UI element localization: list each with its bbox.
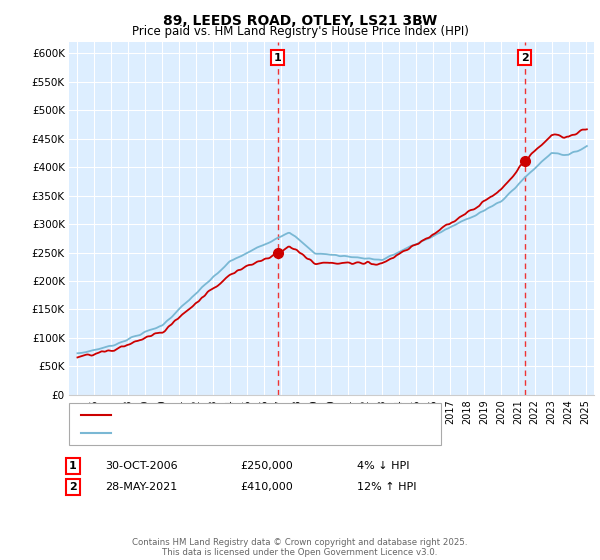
Text: £410,000: £410,000 bbox=[240, 482, 293, 492]
Text: 1: 1 bbox=[274, 53, 281, 63]
Text: 1: 1 bbox=[69, 461, 77, 471]
Text: 28-MAY-2021: 28-MAY-2021 bbox=[105, 482, 177, 492]
Text: 2: 2 bbox=[521, 53, 529, 63]
Text: Contains HM Land Registry data © Crown copyright and database right 2025.
This d: Contains HM Land Registry data © Crown c… bbox=[132, 538, 468, 557]
Text: £250,000: £250,000 bbox=[240, 461, 293, 471]
Text: 89, LEEDS ROAD, OTLEY, LS21 3BW (detached house): 89, LEEDS ROAD, OTLEY, LS21 3BW (detache… bbox=[120, 410, 401, 420]
Text: 89, LEEDS ROAD, OTLEY, LS21 3BW: 89, LEEDS ROAD, OTLEY, LS21 3BW bbox=[163, 14, 437, 28]
Text: HPI: Average price, detached house, Leeds: HPI: Average price, detached house, Leed… bbox=[120, 428, 343, 438]
Text: Price paid vs. HM Land Registry's House Price Index (HPI): Price paid vs. HM Land Registry's House … bbox=[131, 25, 469, 38]
Text: 4% ↓ HPI: 4% ↓ HPI bbox=[357, 461, 409, 471]
Text: 12% ↑ HPI: 12% ↑ HPI bbox=[357, 482, 416, 492]
Text: 30-OCT-2006: 30-OCT-2006 bbox=[105, 461, 178, 471]
Text: 2: 2 bbox=[69, 482, 77, 492]
